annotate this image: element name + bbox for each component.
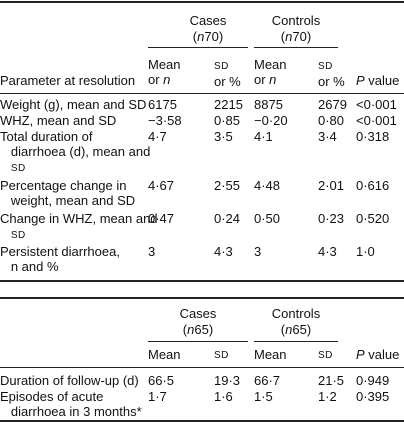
table2-bottom-rule [0,420,404,422]
table2-header-sd-controls: SD [318,350,333,361]
table2-row-label: Episodes of acute diarrhoea in 3 months* [0,389,142,419]
table2-header-mean-cases: Mean [148,347,181,362]
table1-cell: 3·4 [318,129,337,144]
table1-group-cases: Cases [189,13,227,28]
table2-header-p: P value [356,347,400,362]
table1-group-controls-n: (n70) [280,29,312,44]
table1-cell: 2·01 [318,178,345,193]
table2-group-controls: Controls [271,306,321,321]
table1-group-controls: Controls [271,13,321,28]
table1-row-label: Percentage change in weight, mean and SD [0,178,136,208]
table1-cell: 4·3 [318,244,337,259]
table1-row-label: Total duration of diarrhoea (d), mean an… [0,129,151,174]
table1-header-rule [0,93,404,94]
table2-cell: 1·6 [214,389,233,404]
table1-cell: 0·80 [318,113,345,128]
table2-controls-rule [254,341,338,342]
table1-cell: 2215 [214,97,243,112]
table1-header-p: P value [356,73,400,88]
table1-header-mean-cases: Mean or n [148,57,181,87]
table1-row-label: Change in WHZ, mean and SD [0,211,158,241]
table2-cell: 19·3 [214,373,241,388]
table1-cases-rule [148,47,248,48]
table1-cell: 4·7 [148,129,167,144]
table1-cell: <0·001 [356,97,397,112]
table2-top-rule [0,297,404,299]
table1-group-cases-n: (n70) [192,29,224,44]
table1-cell: 3 [254,244,262,259]
table2-row-label: Duration of follow-up (d) [0,373,139,388]
table1-cell: 0·47 [148,211,175,226]
table1-cell: 0·318 [356,129,390,144]
table2-cell: 66·5 [148,373,175,388]
table1-cell: 0·23 [318,211,345,226]
table1-cell: 0·50 [254,211,281,226]
table1-cell: 0·24 [214,211,241,226]
table2-header-sd-cases: SD [214,350,229,361]
table1-cell: <0·001 [356,113,397,128]
table2-cell: 66·7 [254,373,281,388]
table2-cell: 1·7 [148,389,167,404]
table1-cell: 4·3 [214,244,233,259]
table1-cell: −3·58 [148,113,182,128]
table1-cell: 2·55 [214,178,241,193]
table2-cases-rule [148,341,248,342]
table1-cell: 0·616 [356,178,390,193]
table2-cell: 0·949 [356,373,390,388]
table2-cell: 1·5 [254,389,273,404]
table1-header-sd-controls: SD or % [318,61,345,89]
table1-cell: 0·85 [214,113,241,128]
table1-header-sd-cases: SD or % [214,61,241,89]
table1-top-rule [0,1,404,3]
table2-group-controls-n: (n65) [280,322,312,337]
table1-cell: 4·67 [148,178,175,193]
table2-cell: 0·395 [356,389,390,404]
table2-header-mean-controls: Mean [254,347,287,362]
table1-cell: 1·0 [356,244,375,259]
table1-stub-header: Parameter at resolution [0,73,136,88]
table1-row-label: Persistent diarrhoea, n and % [0,244,120,274]
table1-header-mean-controls: Mean or n [254,57,287,87]
table2-header-rule [0,367,404,368]
table1-cell: 8875 [254,97,283,112]
table1-cell: 2679 [318,97,347,112]
table1-controls-rule [254,47,338,48]
table1-cell: 3 [148,244,156,259]
table1-cell: 6175 [148,97,177,112]
table1-cell: 4·48 [254,178,281,193]
table2-group-cases: Cases [179,306,217,321]
table2-group-cases-n: (n65) [182,322,214,337]
table1-cell: 3·5 [214,129,233,144]
table2-cell: 21·5 [318,373,345,388]
table1-cell: 4·1 [254,129,273,144]
table2-cell: 1·2 [318,389,337,404]
table1-row-label: Weight (g), mean and SD [0,97,147,112]
table1-cell: −0·20 [254,113,288,128]
table1-row-label: WHZ, mean and SD [0,113,117,128]
table1-bottom-rule [0,280,404,282]
table1-cell: 0·520 [356,211,390,226]
